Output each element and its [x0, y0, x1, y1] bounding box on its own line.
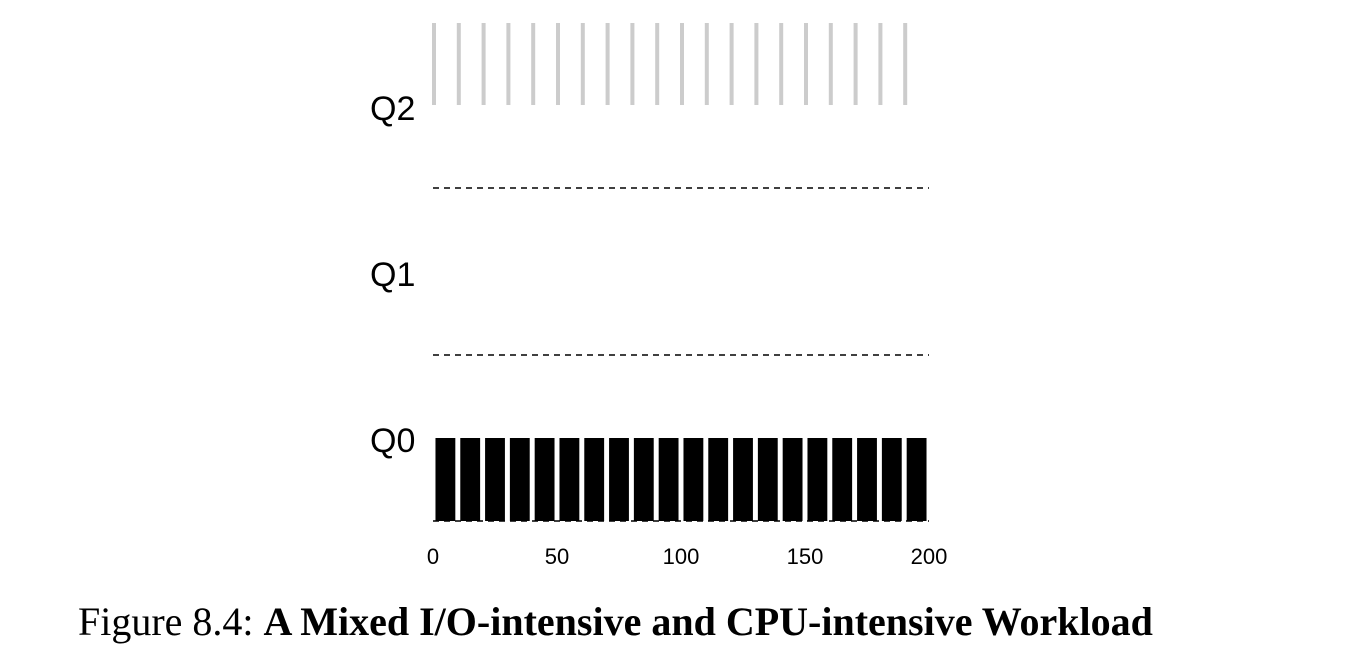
bar-q0-7 [609, 438, 629, 521]
bar-q2-16 [828, 23, 833, 105]
bar-q2-6 [580, 23, 585, 105]
bar-q0-19 [906, 438, 927, 521]
bar-q0-12 [733, 438, 753, 521]
figure-caption: Figure 8.4: A Mixed I/O-intensive and CP… [78, 600, 1153, 644]
bar-q2-5 [556, 23, 560, 105]
bar-q2-8 [630, 23, 635, 105]
bar-q2-18 [878, 23, 883, 105]
bar-q0-16 [832, 438, 853, 521]
caption-title: A Mixed I/O-intensive and CPU-intensive … [263, 599, 1153, 644]
queue-label-q1: Q1 [370, 256, 415, 294]
bar-q2-4 [531, 23, 536, 105]
bar-q2-12 [729, 23, 734, 105]
queue-bars [432, 23, 927, 521]
bar-q0-5 [559, 438, 580, 521]
mlfq-chart: Q2 Q1 Q0 0 50 100 150 200 [370, 23, 947, 569]
bar-q2-2 [481, 23, 486, 105]
bar-q0-1 [460, 438, 481, 521]
bar-q0-18 [881, 438, 902, 521]
x-tick-label-150: 150 [787, 544, 824, 569]
queue-label-q0: Q0 [370, 422, 415, 460]
x-tick-label-200: 200 [911, 544, 948, 569]
queue-label-q2: Q2 [370, 90, 415, 128]
bar-q2-13 [754, 23, 759, 105]
bar-q2-17 [853, 23, 858, 105]
bar-q0-9 [658, 438, 679, 521]
bar-q2-14 [779, 23, 784, 105]
x-tick-label-100: 100 [663, 544, 700, 569]
bar-q0-14 [782, 438, 803, 521]
x-tick-label-50: 50 [545, 544, 569, 569]
bar-q0-6 [584, 438, 605, 521]
x-tick-label-0: 0 [427, 544, 439, 569]
bar-q2-3 [506, 23, 511, 105]
bar-q0-2 [485, 438, 505, 521]
bar-q0-11 [708, 438, 729, 521]
bar-q0-4 [534, 438, 555, 521]
bar-q2-9 [655, 23, 660, 105]
bar-q2-1 [456, 23, 461, 105]
bar-q2-10 [680, 23, 684, 105]
x-axis-ticks: 0 50 100 150 200 [427, 544, 947, 569]
bar-q0-13 [757, 438, 778, 521]
bar-q0-0 [435, 438, 456, 521]
bar-q0-3 [509, 438, 530, 521]
queue-labels: Q2 Q1 Q0 [370, 90, 415, 460]
bar-q0-10 [683, 438, 704, 521]
bar-q0-8 [633, 438, 654, 521]
bar-q2-7 [605, 23, 610, 105]
bar-q2-19 [903, 23, 908, 105]
bar-q2-11 [704, 23, 709, 105]
queue-separators [433, 187, 929, 522]
bar-q0-17 [857, 438, 877, 521]
bar-q2-15 [804, 23, 808, 105]
bar-q2-0 [432, 23, 436, 105]
caption-prefix: Figure 8.4: [78, 599, 254, 644]
bar-q0-15 [807, 438, 828, 521]
